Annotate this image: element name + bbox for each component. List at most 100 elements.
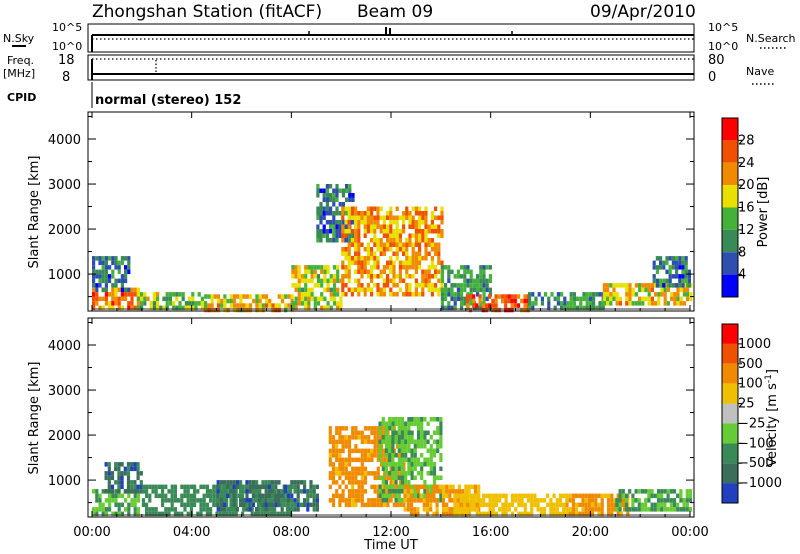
velocity-cell xyxy=(436,417,440,422)
velocity-cell xyxy=(290,484,294,490)
velocity-cell xyxy=(136,484,140,490)
velocity-cell xyxy=(384,421,389,426)
power-cell xyxy=(430,292,434,297)
velocity-cell xyxy=(104,507,108,512)
velocity-cell xyxy=(520,502,524,508)
power-cell xyxy=(319,238,323,243)
power-cell xyxy=(325,188,329,193)
velocity-cell xyxy=(263,511,267,517)
power-cell xyxy=(430,238,434,243)
power-cell xyxy=(124,256,128,261)
velocity-cell xyxy=(370,439,374,445)
velocity-cell xyxy=(186,493,190,499)
velocity-cell xyxy=(432,439,437,444)
velocity-cell xyxy=(397,475,401,480)
velocity-cell xyxy=(328,435,332,440)
velocity-cell xyxy=(462,511,467,517)
power-cell xyxy=(666,301,670,306)
velocity-cell xyxy=(439,493,443,498)
velocity-cell xyxy=(370,471,374,476)
velocity-y-tick-label: 4000 xyxy=(48,339,81,354)
velocity-cell xyxy=(409,511,414,517)
velocity-cell xyxy=(631,498,635,503)
velocity-cell xyxy=(462,507,467,512)
power-cell xyxy=(647,292,651,297)
power-cell xyxy=(111,256,115,261)
velocity-cell xyxy=(423,489,427,494)
power-cell xyxy=(216,294,221,299)
power-cell xyxy=(469,296,473,302)
power-colorbar-segment xyxy=(722,207,738,230)
velocity-cell xyxy=(439,439,443,444)
velocity-cell xyxy=(386,457,390,463)
power-cell xyxy=(114,260,118,266)
time-tick-label: 12:00 xyxy=(372,525,409,540)
velocity-cell xyxy=(289,511,293,517)
velocity-cell xyxy=(110,484,115,490)
power-cell xyxy=(226,307,230,313)
power-cell xyxy=(357,215,361,220)
power-cell xyxy=(437,251,441,256)
velocity-cells xyxy=(92,417,693,517)
velocity-cell xyxy=(351,475,355,481)
velocity-cell xyxy=(282,502,286,508)
power-cell xyxy=(418,224,422,229)
power-cell xyxy=(363,229,367,234)
velocity-cell xyxy=(533,498,537,503)
power-cell xyxy=(370,265,374,270)
power-cell xyxy=(136,301,140,306)
power-cell xyxy=(329,287,333,293)
velocity-cell xyxy=(616,511,620,517)
power-cell xyxy=(363,247,367,252)
power-cell xyxy=(319,233,323,238)
power-cell xyxy=(411,260,415,265)
power-cell xyxy=(370,229,374,234)
power-cell xyxy=(430,220,434,225)
power-cell xyxy=(421,256,425,261)
velocity-cell xyxy=(107,471,111,476)
power-cell xyxy=(430,247,434,252)
power-cell xyxy=(335,238,339,243)
power-cell xyxy=(544,292,548,297)
velocity-cell xyxy=(117,507,121,512)
velocity-cell xyxy=(258,484,262,490)
velocity-cell xyxy=(161,498,165,503)
power-cell xyxy=(670,296,674,302)
velocity-cell xyxy=(212,484,216,490)
power-cell xyxy=(329,184,333,189)
velocity-cell xyxy=(591,502,595,508)
velocity-cell xyxy=(676,493,680,499)
velocity-cell xyxy=(296,502,300,508)
velocity-cell xyxy=(264,480,268,485)
velocity-cell xyxy=(404,426,408,431)
velocity-cell xyxy=(338,426,342,431)
velocity-cell xyxy=(136,498,140,503)
power-cell xyxy=(460,296,464,302)
velocity-cell xyxy=(360,430,364,436)
power-cell xyxy=(386,260,390,265)
power-colorbar-segment xyxy=(722,118,738,141)
power-cell xyxy=(478,294,482,299)
velocity-cell xyxy=(126,484,131,490)
power-cell xyxy=(606,292,610,297)
power-cell xyxy=(354,256,358,261)
velocity-colorbar-tick-label: −500 xyxy=(738,456,774,471)
power-cell xyxy=(307,278,311,284)
power-cell xyxy=(681,265,685,270)
power-cell xyxy=(537,292,541,297)
velocity-cell xyxy=(104,498,108,503)
power-cell xyxy=(418,251,422,256)
power-cell xyxy=(178,292,182,297)
velocity-cell xyxy=(347,435,352,440)
velocity-cell xyxy=(344,475,348,481)
velocity-cell xyxy=(429,493,433,499)
velocity-cell xyxy=(241,511,245,517)
power-cell xyxy=(386,229,390,234)
power-cell xyxy=(95,292,99,297)
velocity-cell xyxy=(381,480,385,485)
power-cell xyxy=(373,260,377,265)
velocity-cell xyxy=(148,498,152,503)
velocity-cell xyxy=(98,493,102,499)
velocity-cell xyxy=(407,430,411,435)
velocity-cell xyxy=(250,507,254,512)
